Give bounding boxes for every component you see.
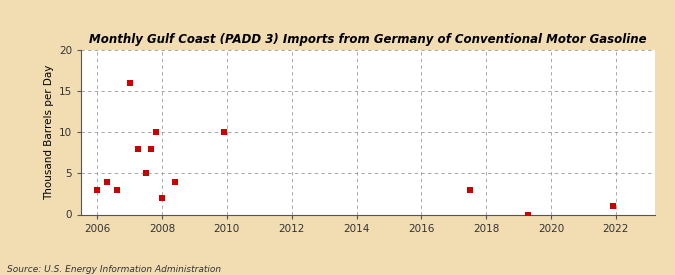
Point: [608, 204, 618, 208]
Point: [523, 212, 534, 217]
Point: [132, 146, 143, 151]
Point: [169, 179, 180, 184]
Point: [464, 188, 475, 192]
Point: [111, 188, 122, 192]
Title: Monthly Gulf Coast (PADD 3) Imports from Germany of Conventional Motor Gasoline: Monthly Gulf Coast (PADD 3) Imports from…: [89, 32, 647, 46]
Y-axis label: Thousand Barrels per Day: Thousand Barrels per Day: [45, 64, 55, 200]
Point: [101, 179, 112, 184]
Point: [92, 188, 103, 192]
Point: [157, 196, 167, 200]
Point: [145, 146, 156, 151]
Point: [140, 171, 151, 175]
Point: [218, 130, 229, 134]
Point: [150, 130, 161, 134]
Text: Source: U.S. Energy Information Administration: Source: U.S. Energy Information Administ…: [7, 265, 221, 274]
Point: [124, 80, 135, 85]
